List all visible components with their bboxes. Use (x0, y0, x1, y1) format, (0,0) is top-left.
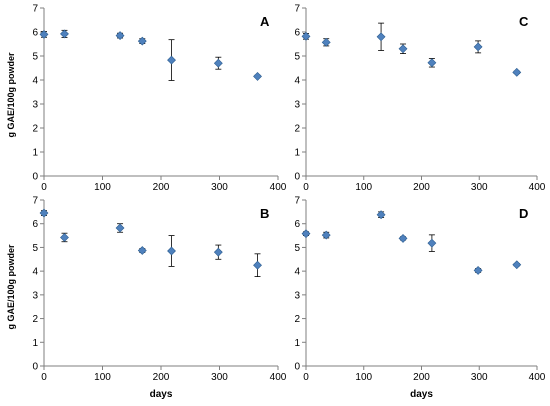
x-tick-label: 0 (41, 372, 47, 383)
data-point (427, 58, 437, 68)
x-tick-label: 400 (270, 182, 287, 193)
data-point (60, 233, 69, 242)
panel-c: 0 1 2 3 4 5 6 7 0 100 200 300 400 C (294, 4, 545, 194)
x-tick-label: 100 (355, 372, 372, 383)
data-point (301, 31, 311, 41)
data-point (376, 210, 386, 220)
y-tick-label: 7 (32, 4, 38, 15)
y-tick-label: 6 (32, 28, 38, 39)
x-tick-label: 400 (529, 182, 546, 193)
y-tick-label: 4 (32, 267, 38, 278)
y-tick-label: 6 (32, 219, 38, 230)
data-point (253, 71, 262, 81)
y-tick-label: 7 (294, 4, 300, 15)
x-tick-label: 300 (211, 372, 228, 383)
y-tick-label: 3 (32, 100, 38, 111)
y-tick-label: 6 (294, 28, 300, 39)
y-tick-label: 4 (294, 76, 300, 87)
y-tick-label: 3 (32, 290, 38, 301)
panel-label: D (519, 206, 528, 221)
x-axis-title: days (410, 389, 433, 400)
data-point (321, 230, 331, 240)
x-tick-label: 400 (270, 372, 287, 383)
panel-label: B (260, 206, 269, 221)
data-point (321, 37, 331, 47)
y-tick-label: 2 (32, 124, 38, 135)
x-tick-label: 300 (471, 182, 488, 193)
x-tick-label: 200 (153, 182, 170, 193)
y-tick-label: 1 (294, 338, 300, 349)
data-point (115, 31, 125, 41)
y-tick-label: 7 (32, 196, 38, 207)
x-tick-label: 100 (94, 372, 111, 383)
data-point (39, 29, 49, 39)
panel-a: 0 1 2 3 4 5 6 7 0 100 200 300 400 Ag GAE/100g powder (6, 4, 287, 194)
data-point (398, 44, 408, 54)
data-point (137, 36, 147, 46)
data-point (512, 67, 522, 77)
y-tick-label: 1 (294, 148, 300, 159)
y-tick-label: 3 (294, 100, 300, 111)
y-tick-label: 0 (32, 362, 38, 373)
x-tick-label: 300 (211, 182, 228, 193)
x-tick-label: 400 (529, 372, 546, 383)
panel-label: C (519, 14, 529, 29)
data-point (60, 29, 69, 39)
data-point (398, 233, 408, 243)
y-tick-label: 4 (294, 267, 300, 278)
data-point (115, 223, 125, 233)
y-tick-label: 0 (294, 362, 300, 373)
y-tick-label: 2 (32, 314, 38, 325)
y-tick-label: 2 (294, 314, 300, 325)
data-point (427, 238, 437, 248)
y-tick-label: 6 (294, 219, 300, 230)
data-point (473, 42, 483, 52)
y-tick-label: 4 (32, 76, 38, 87)
y-axis-title: g GAE/100g powder (6, 52, 16, 138)
x-tick-label: 300 (471, 372, 488, 383)
x-axis-title: days (150, 389, 173, 400)
y-tick-label: 0 (32, 172, 38, 183)
data-point (301, 229, 311, 239)
data-point (167, 246, 176, 256)
data-point (376, 32, 386, 42)
x-tick-label: 200 (153, 372, 170, 383)
x-tick-label: 100 (94, 182, 111, 193)
y-tick-label: 1 (32, 338, 38, 349)
y-tick-label: 5 (32, 52, 38, 63)
panel-b: 0 1 2 3 4 5 6 7 0 100 200 300 400 Bg GAE/100g powder d… (6, 196, 287, 401)
data-point (253, 260, 262, 270)
y-tick-label: 0 (294, 172, 300, 183)
data-point (167, 55, 176, 65)
x-tick-label: 0 (303, 372, 309, 383)
data-point (137, 246, 147, 255)
x-tick-label: 200 (413, 372, 430, 383)
y-tick-label: 5 (32, 243, 38, 254)
y-tick-label: 3 (294, 290, 300, 301)
data-point (473, 266, 483, 275)
y-tick-label: 1 (32, 148, 38, 159)
y-tick-label: 5 (294, 52, 300, 63)
data-point (512, 260, 522, 270)
data-point (213, 58, 223, 68)
y-tick-label: 5 (294, 243, 300, 254)
x-tick-label: 100 (355, 182, 372, 193)
y-axis-title: g GAE/100g powder (6, 244, 16, 330)
data-point (39, 208, 49, 218)
x-tick-label: 200 (413, 182, 430, 193)
y-tick-label: 7 (294, 196, 300, 207)
panel-label: A (260, 14, 270, 29)
y-tick-label: 2 (294, 124, 300, 135)
x-tick-label: 0 (303, 182, 309, 193)
data-point (213, 247, 223, 257)
x-tick-label: 0 (41, 182, 47, 193)
